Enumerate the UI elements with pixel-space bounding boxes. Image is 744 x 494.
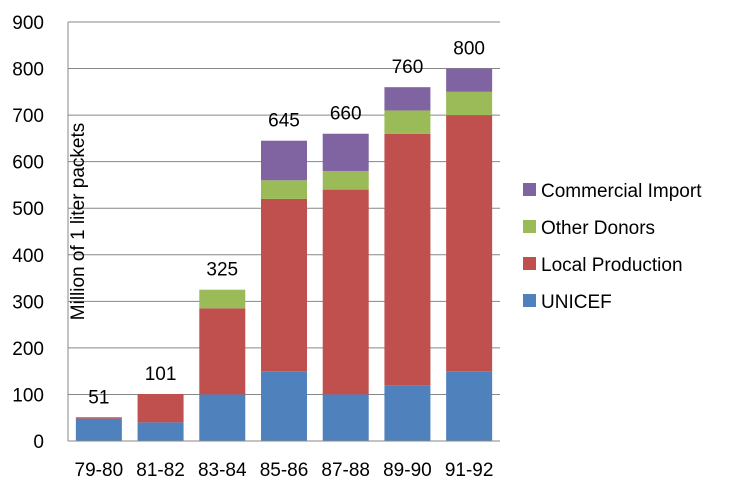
x-tick-label: 87-88: [321, 460, 370, 481]
bars: [75, 68, 493, 441]
total-labels: 51 101 325 645 660 760 800: [88, 39, 485, 409]
bar-segment-commercial-import-87-88: [322, 133, 369, 171]
total-label: 660: [330, 104, 362, 125]
x-axis-ticks: 79-80 81-82 83-84 85-86 87-88 89-90 91-92: [75, 460, 494, 481]
y-axis-ticks: 0 100 200 300 400 500 600 700 800 900: [12, 13, 44, 453]
bar-segment-other-donors-89-90: [384, 110, 431, 134]
x-tick-label: 91-92: [445, 460, 494, 481]
x-tick-label: 81-82: [136, 460, 185, 481]
bar-segment-unicef-87-88: [322, 394, 369, 441]
x-tick-label: 83-84: [198, 460, 247, 481]
bar-segment-unicef-79-80: [75, 418, 122, 441]
y-tick-label: 200: [12, 339, 44, 360]
bar-segment-local-production-89-90: [384, 133, 431, 386]
y-tick-label: 400: [12, 246, 44, 267]
legend-label: Other Donors: [541, 218, 655, 239]
y-tick-label: 600: [12, 153, 44, 174]
total-label: 101: [145, 364, 177, 385]
total-label: 760: [392, 57, 424, 78]
bar-segment-local-production-83-84: [199, 308, 246, 395]
x-tick-label: 79-80: [75, 460, 124, 481]
legend-label: Commercial Import: [541, 181, 702, 202]
bar-segment-local-production-85-86: [261, 198, 307, 372]
bar-segment-local-production-79-80: [75, 417, 122, 419]
bar-segment-unicef-81-82: [137, 422, 184, 441]
y-tick-label: 100: [12, 385, 44, 406]
legend: Commercial Import Other Donors Local Produ…: [523, 181, 702, 313]
y-tick-label: 800: [12, 60, 44, 81]
legend-swatch: [523, 220, 536, 233]
bar-segment-unicef-83-84: [199, 394, 246, 441]
bar-segment-commercial-import-85-86: [261, 140, 307, 181]
x-tick-label: 85-86: [260, 460, 309, 481]
total-label: 325: [206, 260, 238, 281]
x-tick-label: 89-90: [383, 460, 432, 481]
bar-segment-other-donors-87-88: [322, 170, 369, 190]
bar-segment-commercial-import-91-92: [446, 68, 493, 92]
y-axis-label: Million of 1 liter packets: [68, 123, 89, 320]
bar-segment-other-donors-91-92: [446, 91, 493, 116]
total-label: 51: [88, 387, 109, 408]
total-label: 800: [453, 39, 485, 60]
y-tick-label: 700: [12, 106, 44, 127]
bar-segment-other-donors-85-86: [261, 180, 307, 199]
bar-segment-local-production-91-92: [446, 115, 493, 372]
bar-segment-unicef-91-92: [446, 371, 493, 441]
bar-segment-commercial-import-89-90: [384, 87, 431, 111]
total-label: 645: [268, 111, 300, 132]
legend-swatch: [523, 294, 536, 307]
legend-label: UNICEF: [541, 292, 612, 313]
legend-label: Local Production: [541, 255, 683, 276]
bar-segment-unicef-85-86: [261, 371, 307, 441]
bar-segment-local-production-81-82: [137, 393, 184, 423]
legend-swatch: [523, 257, 536, 270]
y-tick-label: 500: [12, 199, 44, 220]
y-tick-label: 300: [12, 292, 44, 313]
bar-segment-other-donors-83-84: [199, 289, 246, 309]
legend-swatch: [523, 183, 536, 196]
y-tick-label: 0: [33, 432, 44, 453]
y-tick-label: 900: [12, 13, 44, 34]
bar-segment-local-production-87-88: [322, 189, 369, 395]
bar-segment-unicef-89-90: [384, 385, 431, 441]
